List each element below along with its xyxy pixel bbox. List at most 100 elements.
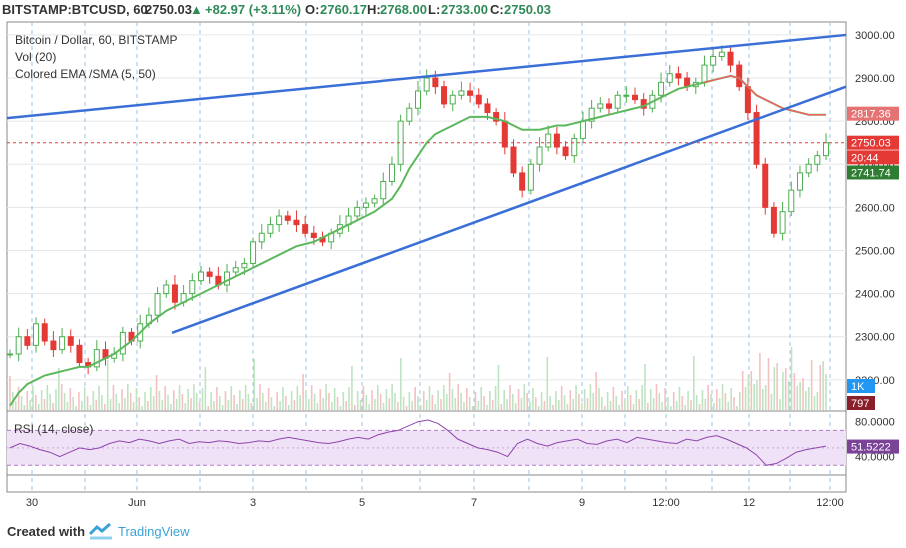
- volume-bar: [575, 385, 577, 410]
- volume-bar: [328, 393, 330, 410]
- volume-bar: [672, 392, 675, 410]
- volume-bar: [204, 367, 207, 410]
- volume-bar: [273, 406, 276, 410]
- volume-bar: [445, 394, 448, 410]
- volume-bar: [773, 367, 776, 410]
- volume-bars: [9, 347, 827, 410]
- x-tick-label: 30: [26, 497, 38, 509]
- volume-bar: [239, 390, 241, 410]
- volume-bar: [14, 401, 17, 410]
- volume-bar: [560, 386, 563, 410]
- volume-bar: [256, 398, 258, 410]
- volume-bar: [190, 398, 192, 410]
- volume-bar: [161, 400, 164, 410]
- candle-body: [50, 340, 57, 351]
- volume-bar: [698, 404, 701, 410]
- volume-bar: [69, 388, 72, 410]
- rsi-tick-label: 40.0000: [855, 452, 895, 464]
- volume-bar: [816, 392, 819, 410]
- open-value: 2760.17: [320, 2, 367, 17]
- volume-bar: [535, 397, 537, 410]
- price-tick-label: 2500.00: [855, 245, 895, 257]
- volume-bar: [224, 391, 227, 410]
- candle-body: [93, 349, 100, 368]
- candle-body: [362, 202, 369, 208]
- volume-bar: [739, 392, 741, 410]
- volume-bar: [147, 401, 149, 410]
- legend-ema: Colored EMA /SMA (5, 50): [15, 67, 156, 81]
- tradingview-link[interactable]: TradingView: [118, 524, 190, 539]
- volume-bar: [397, 402, 399, 410]
- volume-bar: [155, 375, 158, 410]
- volume-bar: [382, 403, 385, 410]
- volume-tag-label: 797: [851, 398, 869, 410]
- volume-bar: [250, 403, 253, 410]
- x-tick-label: 3: [250, 497, 256, 509]
- legend: Bitcoin / Dollar, 60, BITSTAMP Vol (20) …: [14, 33, 178, 436]
- candle-body: [232, 267, 239, 273]
- volume-tag-box: [847, 396, 875, 410]
- price-tag-label: 2750.03: [851, 138, 891, 150]
- candle-body: [24, 336, 31, 346]
- volume-bar: [779, 399, 781, 410]
- price-tag-label: 2741.74: [851, 167, 891, 179]
- volume-bar: [63, 393, 66, 410]
- volume-bar: [342, 392, 345, 410]
- close-value: 2750.03: [504, 2, 551, 17]
- volume-bar: [49, 394, 52, 410]
- volume-bar: [388, 398, 391, 410]
- volume-bar: [612, 387, 615, 410]
- volume-bar: [483, 396, 485, 410]
- volume-bar: [598, 388, 600, 410]
- volume-bar: [127, 384, 129, 410]
- volume-bar: [58, 368, 60, 410]
- chart-area[interactable]: 3000.002900.002800.002700.002600.002500.…: [0, 0, 906, 516]
- candle-body: [779, 211, 786, 234]
- volume-bar: [624, 400, 626, 410]
- last-price: 2750.03: [145, 2, 192, 17]
- candle-body: [423, 77, 430, 92]
- volume-bar: [681, 396, 684, 410]
- volume-bar: [109, 399, 112, 410]
- volume-bar: [509, 385, 511, 410]
- price-tags: 2817.36 2750.03 20:44 2741.74 1K 797 51.5222: [847, 106, 899, 454]
- price-tick-label: 2400.00: [855, 289, 895, 301]
- volume-bar: [687, 391, 689, 410]
- lower-trendline: [171, 85, 847, 335]
- change-arrow-icon: ▲: [190, 2, 203, 17]
- volume-bar: [399, 358, 402, 410]
- legend-title: Bitcoin / Dollar, 60, BITSTAMP: [15, 33, 178, 47]
- price-tick-label: 2600.00: [855, 202, 895, 214]
- volume-bar: [152, 396, 155, 410]
- volume-bar: [411, 401, 414, 410]
- volume-bar: [221, 405, 224, 410]
- volume-bar: [124, 398, 126, 410]
- volume-bar: [796, 386, 799, 410]
- price-tick-label: 3000.00: [855, 30, 895, 42]
- volume-bar: [443, 385, 445, 410]
- x-tick-label: 12:00: [816, 497, 844, 509]
- candle-body: [241, 262, 248, 269]
- price-tag-label: 20:44: [851, 152, 879, 164]
- volume-bar: [670, 406, 672, 410]
- volume-bar: [198, 402, 201, 410]
- close-label: C:: [490, 2, 504, 17]
- volume-bar: [601, 397, 603, 410]
- volume-bar: [710, 394, 712, 410]
- volume-bar: [129, 393, 132, 410]
- candle-body: [371, 198, 378, 204]
- volume-bar: [805, 391, 807, 410]
- volume-bar: [471, 406, 474, 410]
- candle-body: [302, 224, 309, 234]
- volume-bar: [422, 391, 425, 410]
- grid: [6, 21, 847, 493]
- volume-bar: [175, 399, 178, 410]
- volume-bar: [351, 366, 353, 410]
- rsi-tag-label: 51.5222: [851, 442, 891, 454]
- volume-bar: [733, 397, 735, 410]
- candle-body: [623, 94, 630, 97]
- volume-bar: [210, 392, 212, 410]
- volume-bar: [503, 390, 505, 410]
- tradingview-logo-icon[interactable]: [88, 522, 114, 543]
- volume-bar: [474, 392, 477, 410]
